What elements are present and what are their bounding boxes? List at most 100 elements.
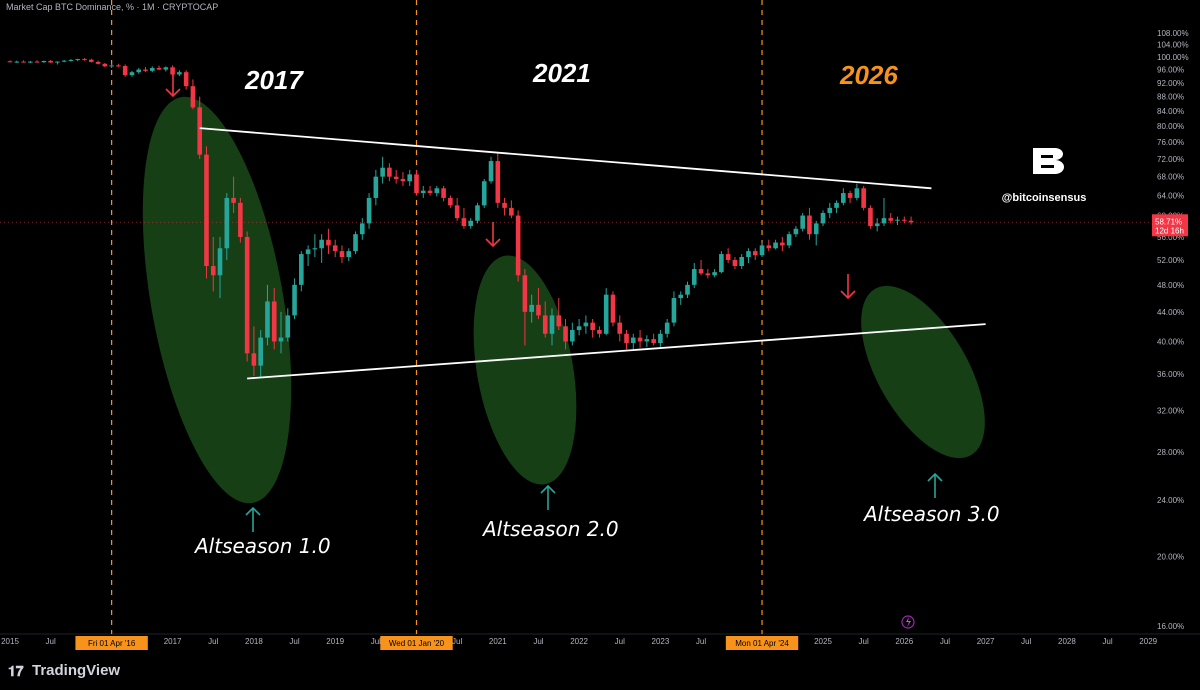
price-tick-label: 40.00% bbox=[1157, 337, 1184, 346]
candle-body bbox=[610, 294, 616, 323]
bottom-arrow-altseason-2 bbox=[540, 484, 556, 510]
tradingview-brand[interactable]: TradingView bbox=[32, 662, 121, 679]
candle-body bbox=[170, 67, 175, 75]
candle-body bbox=[732, 259, 738, 267]
candle-body bbox=[387, 167, 392, 177]
candle-body bbox=[603, 294, 609, 334]
top-arrow-2017-head bbox=[165, 88, 181, 98]
candle-body bbox=[366, 197, 372, 224]
candle-body bbox=[583, 322, 589, 327]
candle-body bbox=[238, 202, 243, 237]
candle-body bbox=[55, 61, 60, 63]
candle-body bbox=[759, 245, 765, 256]
price-tick-label: 44.00% bbox=[1157, 308, 1184, 317]
candle-body bbox=[678, 294, 684, 299]
candle-body bbox=[224, 197, 230, 249]
time-tick-label: Jul bbox=[940, 637, 950, 646]
candle-body bbox=[407, 174, 413, 182]
price-tick-label: 24.00% bbox=[1157, 496, 1184, 505]
price-tick-label: 72.00% bbox=[1157, 155, 1184, 164]
candle-body bbox=[143, 69, 148, 71]
time-tick-label: 2015 bbox=[1, 637, 19, 646]
chart-title: Market Cap BTC Dominance, % · 1M · CRYPT… bbox=[6, 2, 219, 12]
candle-body bbox=[542, 315, 548, 334]
time-tick-label: 2019 bbox=[326, 637, 344, 646]
current-price-value: 58.71% bbox=[1155, 217, 1182, 226]
candle-body bbox=[895, 219, 900, 221]
candle-body bbox=[793, 228, 799, 235]
watermark-handle: @bitcoinsensus bbox=[1002, 192, 1087, 204]
candle-body bbox=[434, 188, 440, 194]
candle-body bbox=[129, 72, 135, 76]
candle-body bbox=[475, 205, 480, 221]
candle-body bbox=[502, 202, 507, 208]
candle-body bbox=[854, 188, 860, 198]
candle-body bbox=[48, 60, 53, 63]
decline-zone-ellipse bbox=[861, 285, 985, 459]
vertical-marker-badge bbox=[380, 636, 453, 650]
price-tick-label: 100.00% bbox=[1157, 53, 1189, 62]
candle-body bbox=[834, 202, 839, 208]
candle-body bbox=[299, 254, 304, 285]
time-tick-label: Jul bbox=[289, 637, 299, 646]
candle-body bbox=[109, 65, 114, 67]
vertical-marker-badge bbox=[75, 636, 148, 650]
candle-body bbox=[671, 298, 677, 323]
candle-body bbox=[210, 266, 216, 276]
candle-body bbox=[346, 251, 352, 258]
time-tick-label: 2028 bbox=[1058, 637, 1076, 646]
candle-body bbox=[244, 236, 250, 354]
price-tick-label: 80.00% bbox=[1157, 122, 1184, 131]
vertical-marker-label: Mon 01 Apr '24 bbox=[735, 639, 789, 648]
candle-body bbox=[766, 245, 772, 249]
price-axis: 108.00% 104.00% 100.00% 96.00% 92.00% 88.00% 8… bbox=[1150, 0, 1200, 652]
altseason-label: Altseason 1.0 bbox=[193, 534, 331, 558]
candle-body bbox=[522, 275, 528, 312]
time-tick-label: Jul bbox=[208, 637, 218, 646]
candle-body bbox=[651, 339, 656, 344]
time-tick-label: 2026 bbox=[895, 637, 913, 646]
cycle-year-label: 2026 bbox=[839, 60, 898, 90]
price-tick-label: 68.00% bbox=[1157, 173, 1184, 182]
candle-body bbox=[197, 107, 202, 155]
time-tick-label: Jul bbox=[859, 637, 869, 646]
candle-body bbox=[908, 220, 914, 223]
time-tick-label: Jul bbox=[452, 637, 462, 646]
candle-body bbox=[861, 188, 866, 208]
candle-body bbox=[258, 337, 263, 366]
vertical-marker-label: Fri 01 Apr '16 bbox=[88, 639, 136, 648]
price-tick-label: 108.00% bbox=[1157, 29, 1189, 38]
time-axis: 2015Jul2016Jul2017Jul2018Jul2019Jul2020J… bbox=[0, 633, 1200, 650]
candle-body bbox=[312, 248, 318, 250]
candle-body bbox=[868, 207, 873, 227]
candle-body bbox=[122, 66, 128, 76]
time-tick-label: 2022 bbox=[570, 637, 588, 646]
candle-body bbox=[495, 161, 501, 203]
candle-body bbox=[461, 218, 467, 227]
price-tick-label: 52.00% bbox=[1157, 256, 1184, 265]
footer: 𝟏𝟕 TradingView bbox=[0, 652, 1200, 690]
candle-body bbox=[448, 197, 453, 206]
bottom-arrow-altseason-2-head bbox=[540, 484, 556, 494]
decline-zone-ellipse bbox=[142, 96, 292, 504]
candle-body bbox=[68, 60, 74, 62]
tradingview-logo-icon[interactable]: 𝟏𝟕 bbox=[8, 663, 24, 679]
candle-body bbox=[685, 284, 690, 295]
time-tick-label: Jul bbox=[46, 637, 56, 646]
current-price-countdown: 12d 16h bbox=[1155, 226, 1184, 235]
candle-body bbox=[780, 242, 785, 246]
candle-body bbox=[813, 223, 819, 235]
bottom-arrow-altseason-1-head bbox=[245, 506, 261, 516]
candle-body bbox=[183, 72, 189, 87]
candle-body bbox=[529, 304, 534, 312]
candle-body bbox=[874, 223, 880, 227]
candle-body bbox=[285, 315, 291, 338]
candle-body bbox=[292, 284, 297, 316]
price-tick-label: 16.00% bbox=[1157, 622, 1184, 631]
candle-body bbox=[217, 248, 223, 276]
candles bbox=[7, 58, 914, 378]
top-arrow-2021-head bbox=[485, 238, 501, 248]
top-arrow-2017 bbox=[165, 72, 181, 98]
candle-body bbox=[251, 353, 257, 366]
chart-canvas[interactable]: 108.00% 104.00% 100.00% 96.00% 92.00% 88.00% 8… bbox=[0, 0, 1200, 652]
